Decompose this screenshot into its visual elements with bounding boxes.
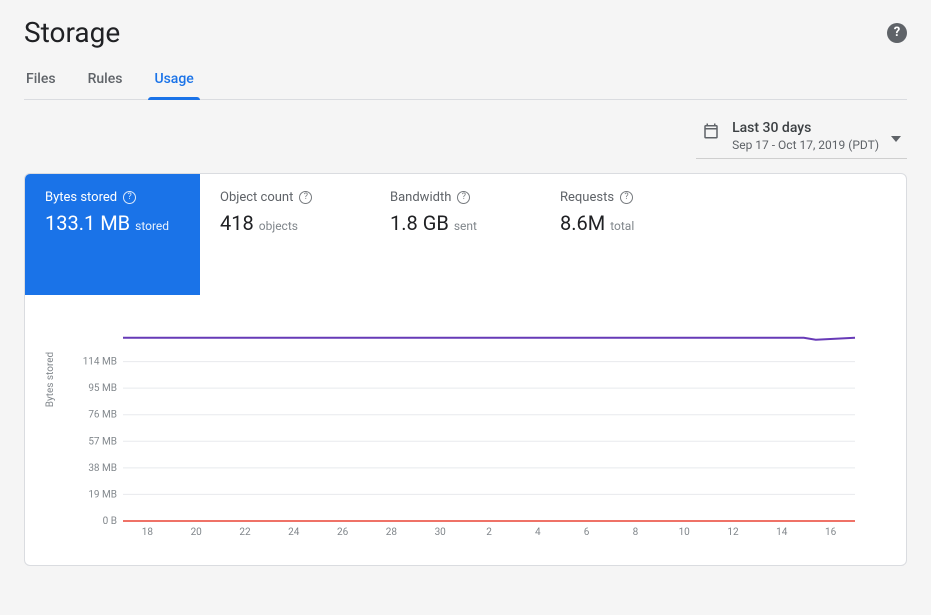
svg-text:2: 2 [486,527,492,538]
usage-card: Bytes stored ? 133.1 MB stored Object co… [24,173,907,566]
svg-text:14: 14 [776,527,788,538]
tab-rules[interactable]: Rules [86,71,125,99]
svg-text:24: 24 [288,527,300,538]
metric-bandwidth[interactable]: Bandwidth ? 1.8 GB sent [370,174,540,295]
svg-text:26: 26 [337,527,349,538]
svg-text:18: 18 [142,527,154,538]
metric-requests[interactable]: Requests ? 8.6M total [540,174,710,295]
svg-text:95 MB: 95 MB [88,383,117,394]
date-range-dates: Sep 17 - Oct 17, 2019 (PDT) [732,138,879,152]
tab-usage[interactable]: Usage [152,71,195,99]
metric-suffix: total [610,219,634,233]
svg-text:114 MB: 114 MB [83,357,117,368]
help-icon[interactable]: ? [299,191,312,204]
metric-value: 8.6M [560,211,605,235]
chart-y-axis-title: Bytes stored [45,352,56,407]
calendar-icon [702,122,720,144]
svg-text:22: 22 [239,527,251,538]
metric-value: 133.1 MB [45,211,130,235]
metric-label: Requests [560,190,614,205]
svg-text:38 MB: 38 MB [88,463,117,474]
help-icon[interactable]: ? [887,23,907,43]
date-range-label: Last 30 days [732,120,879,136]
svg-text:16: 16 [825,527,837,538]
metric-label: Bandwidth [390,190,451,205]
svg-text:0 B: 0 B [103,516,117,527]
help-icon[interactable]: ? [620,191,633,204]
metric-suffix: sent [454,219,477,233]
svg-text:28: 28 [386,527,398,538]
svg-text:4: 4 [535,527,541,538]
svg-text:20: 20 [191,527,203,538]
svg-text:12: 12 [727,527,739,538]
help-icon[interactable]: ? [457,191,470,204]
metric-label: Object count [220,190,293,205]
date-range-picker[interactable]: Last 30 days Sep 17 - Oct 17, 2019 (PDT) [696,116,907,159]
svg-text:30: 30 [435,527,447,538]
help-icon[interactable]: ? [123,191,136,204]
metric-suffix: stored [135,219,169,233]
page-title: Storage [24,16,120,49]
svg-text:6: 6 [584,527,590,538]
metric-object-count[interactable]: Object count ? 418 objects [200,174,370,295]
svg-text:76 MB: 76 MB [88,410,117,421]
metric-bytes-stored[interactable]: Bytes stored ? 133.1 MB stored [25,174,200,295]
tab-files[interactable]: Files [24,71,58,99]
metric-value: 1.8 GB [390,211,449,235]
svg-text:19 MB: 19 MB [88,489,117,500]
svg-text:10: 10 [679,527,691,538]
metrics-row: Bytes stored ? 133.1 MB stored Object co… [25,174,906,295]
svg-text:8: 8 [633,527,639,538]
metric-label: Bytes stored [45,190,117,205]
chevron-down-icon [891,127,901,146]
svg-text:57 MB: 57 MB [88,436,117,447]
tabs: Files Rules Usage [24,71,907,100]
metric-suffix: objects [259,219,298,233]
chart-container: Bytes stored 0 B 19 MB 38 MB 57 MB 76 MB 95 M… [25,295,906,565]
metric-value: 418 [220,211,254,235]
bytes-stored-chart: 0 B19 MB38 MB57 MB76 MB95 MB114 MB182022… [55,335,875,545]
